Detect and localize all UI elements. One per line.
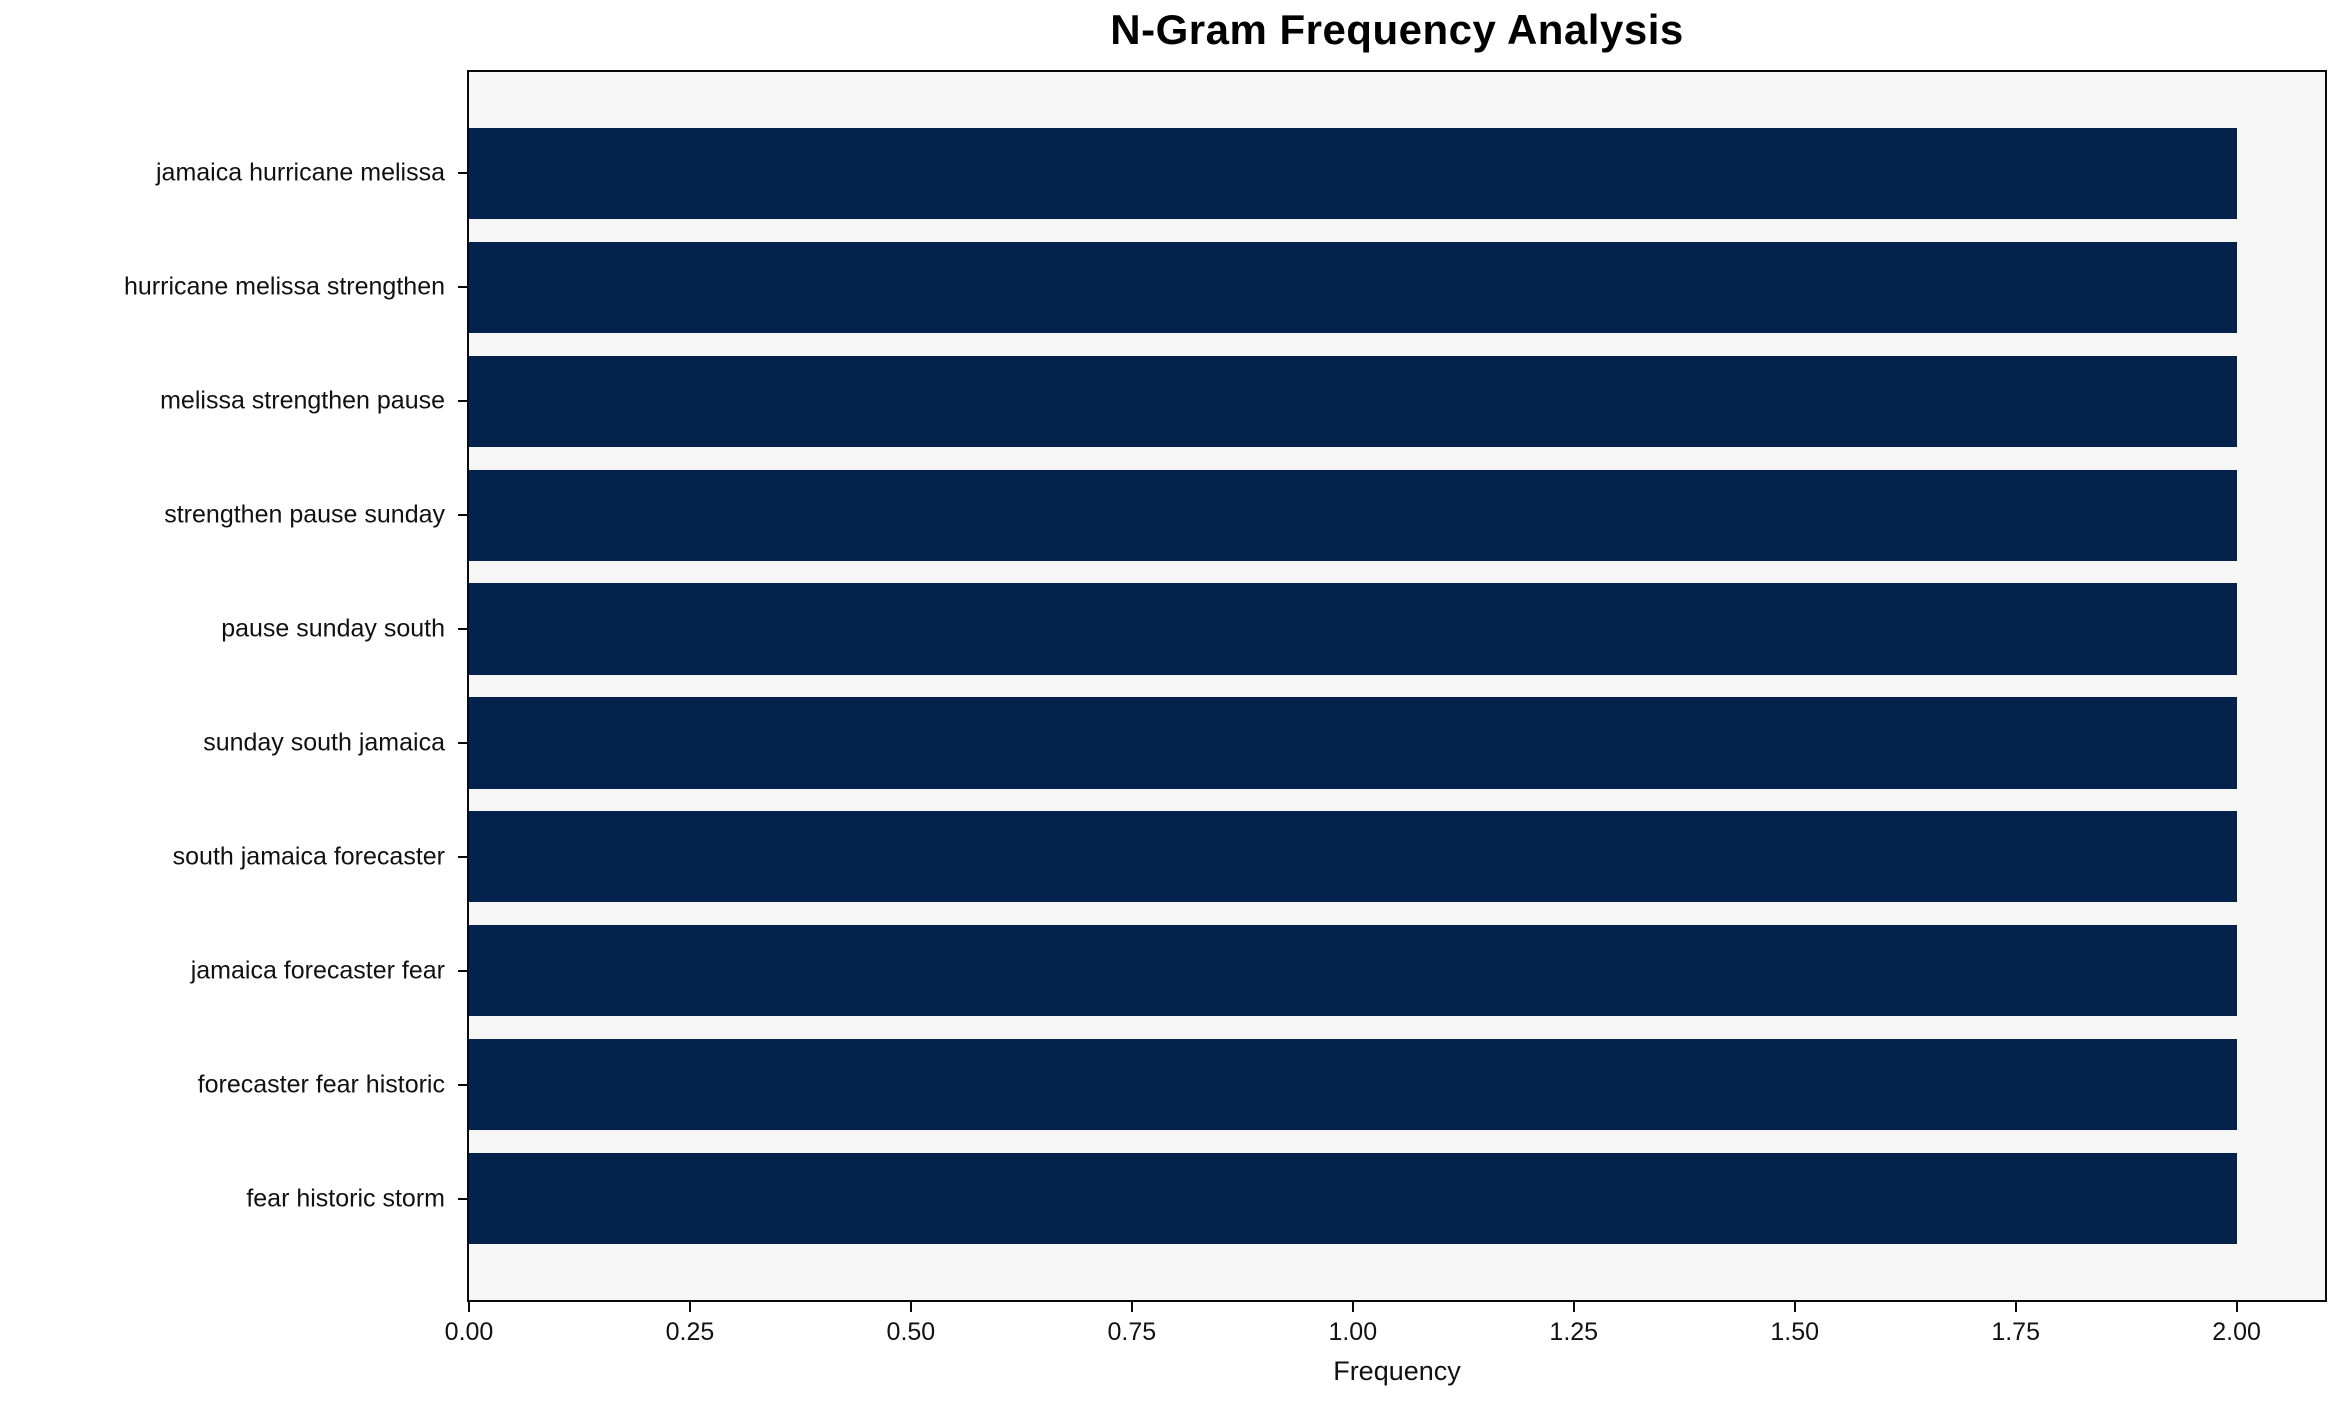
- y-tick-label: pause sunday south: [221, 614, 445, 643]
- y-tick-label: melissa strengthen pause: [160, 386, 445, 415]
- x-tick-label: 1.00: [1328, 1318, 1378, 1346]
- x-tick-mark: [1351, 1302, 1354, 1312]
- x-axis-label: Frequency: [1333, 1356, 1461, 1386]
- y-tick-label: forecaster fear historic: [197, 1070, 445, 1099]
- y-tick-label: jamaica forecaster fear: [190, 956, 445, 985]
- bar: [469, 355, 2237, 447]
- x-tick-label: 0.25: [665, 1318, 715, 1346]
- bar: [469, 925, 2237, 1017]
- bar: [469, 1153, 2237, 1245]
- y-tick-mark: [458, 855, 467, 858]
- y-tick-label: fear historic storm: [246, 1184, 445, 1213]
- y-tick-mark: [458, 1083, 467, 1086]
- bar: [469, 469, 2237, 561]
- x-tick-mark: [2014, 1302, 2017, 1312]
- bar: [469, 241, 2237, 333]
- bar: [469, 127, 2237, 219]
- x-tick-mark: [688, 1302, 691, 1312]
- x-tick-mark: [1130, 1302, 1133, 1312]
- y-tick-mark: [458, 1197, 467, 1200]
- x-tick-label: 1.25: [1549, 1318, 1599, 1346]
- x-tick-label: 0.00: [444, 1318, 494, 1346]
- y-tick-label: jamaica hurricane melissa: [155, 158, 445, 187]
- x-tick-label: 1.75: [1991, 1318, 2040, 1346]
- x-tick-mark: [1572, 1302, 1575, 1312]
- y-tick-mark: [458, 400, 467, 403]
- chart-title: N-Gram Frequency Analysis: [1110, 6, 1684, 53]
- y-tick-mark: [458, 628, 467, 631]
- y-tick-label: south jamaica forecaster: [172, 842, 445, 871]
- y-tick-mark: [458, 514, 467, 517]
- y-tick-mark: [458, 172, 467, 175]
- x-tick-label: 0.75: [1107, 1318, 1157, 1346]
- bar: [469, 583, 2237, 675]
- x-tick-label: 1.50: [1770, 1318, 1820, 1346]
- x-tick-mark: [1793, 1302, 1796, 1312]
- y-tick-mark: [458, 286, 467, 289]
- x-tick-mark: [909, 1302, 912, 1312]
- y-tick-label: strengthen pause sunday: [164, 500, 445, 529]
- x-tick-mark: [2235, 1302, 2238, 1312]
- bar: [469, 811, 2237, 903]
- x-tick-mark: [468, 1302, 470, 1312]
- plot-area: [467, 70, 2327, 1302]
- y-tick-mark: [458, 969, 467, 972]
- x-tick-label: 2.00: [2212, 1318, 2261, 1346]
- y-tick-label: sunday south jamaica: [203, 728, 445, 757]
- x-tick-label: 0.50: [886, 1318, 936, 1346]
- y-tick-label: hurricane melissa strengthen: [124, 272, 445, 301]
- bar: [469, 697, 2237, 789]
- y-tick-mark: [458, 741, 467, 744]
- bar: [469, 1039, 2237, 1131]
